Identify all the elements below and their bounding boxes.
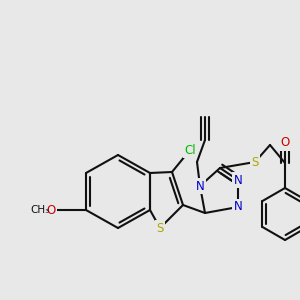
Text: CH₃: CH₃ [30,205,50,215]
Text: N: N [234,200,242,214]
Text: S: S [251,155,259,169]
Text: O: O [47,203,56,217]
Text: O: O [280,136,290,149]
Text: Cl: Cl [184,143,196,157]
Text: N: N [234,173,242,187]
Text: N: N [196,179,204,193]
Text: S: S [156,221,164,235]
